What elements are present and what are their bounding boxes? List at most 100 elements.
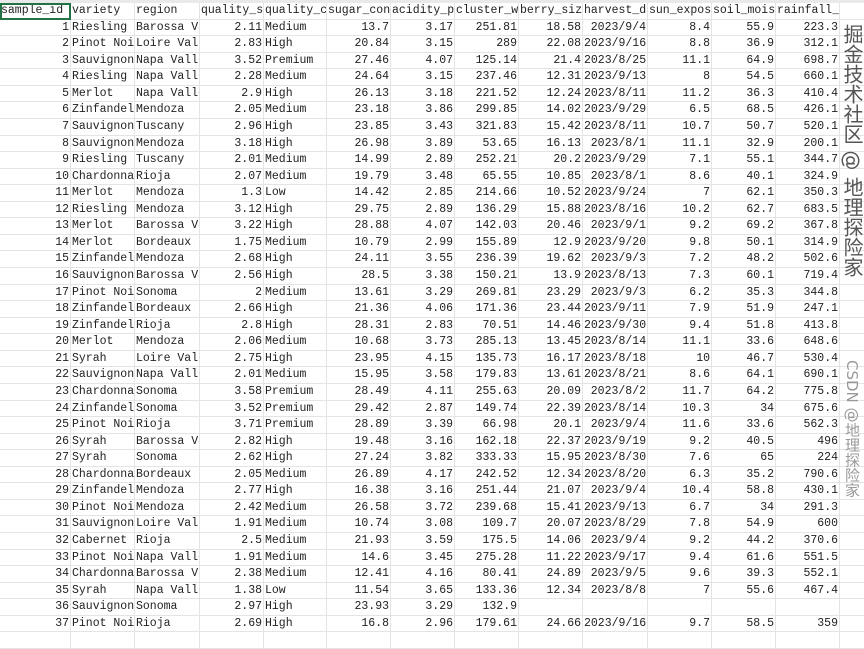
- cell-quality-score[interactable]: 3.52: [200, 400, 264, 418]
- cell-quality-score[interactable]: 2.68: [200, 251, 264, 268]
- cell-berry-size[interactable]: 21.4: [519, 52, 583, 70]
- cell-cluster-weight[interactable]: 251.44: [455, 483, 519, 500]
- cell-quality-score[interactable]: 2.66: [200, 301, 264, 318]
- cell-sample-id[interactable]: 20: [0, 334, 71, 351]
- cell-quality-category[interactable]: High: [264, 36, 327, 53]
- cell-cluster-weight[interactable]: 333.33: [455, 450, 519, 467]
- cell-sugar-content[interactable]: 28.5: [327, 268, 391, 285]
- cell-acidity-ph[interactable]: 4.07: [391, 52, 455, 70]
- cell-berry-size[interactable]: 14.02: [519, 102, 583, 119]
- cell-region[interactable]: Mendoza: [135, 135, 200, 153]
- cell-quality-category[interactable]: Medium: [264, 367, 327, 384]
- cell-harvest-date[interactable]: 2023/9/17: [583, 549, 648, 567]
- cell-soil-moisture[interactable]: 34: [712, 499, 776, 517]
- cell-sample-id[interactable]: 25: [0, 417, 71, 434]
- cell-rainfall-mm[interactable]: 775.8: [776, 383, 840, 401]
- cell-berry-size[interactable]: [519, 599, 583, 616]
- cell-harvest-date[interactable]: 2023/9/30: [583, 317, 648, 335]
- cell-sun-exposure[interactable]: 9.4: [648, 317, 712, 335]
- cell-sample-id[interactable]: 21: [0, 350, 71, 368]
- cell-rainfall-mm[interactable]: 359: [776, 615, 840, 633]
- empty-cell[interactable]: [519, 632, 583, 649]
- cell-sugar-content[interactable]: 24.11: [327, 251, 391, 268]
- cell-sun-exposure[interactable]: 6.2: [648, 284, 712, 302]
- cell-variety[interactable]: Cabernet Sauvignon: [71, 533, 135, 550]
- cell-sample-id[interactable]: 7: [0, 118, 71, 136]
- empty-cell[interactable]: [840, 119, 864, 136]
- cell-cluster-weight[interactable]: 80.41: [455, 566, 519, 583]
- cell-region[interactable]: Napa Valley: [135, 367, 200, 384]
- empty-cell[interactable]: [840, 467, 864, 484]
- cell-sun-exposure[interactable]: 9.8: [648, 234, 712, 252]
- cell-rainfall-mm[interactable]: 467.4: [776, 582, 840, 600]
- cell-quality-score[interactable]: 1.91: [200, 549, 264, 567]
- empty-cell[interactable]: [840, 152, 864, 169]
- cell-region[interactable]: Mendoza: [135, 483, 200, 500]
- header-cell-sun-exposure[interactable]: sun_exposure: [648, 3, 712, 20]
- cell-acidity-ph[interactable]: 3.15: [391, 36, 455, 53]
- cell-acidity-ph[interactable]: 2.89: [391, 152, 455, 169]
- cell-acidity-ph[interactable]: 3.55: [391, 251, 455, 268]
- cell-acidity-ph[interactable]: 3.16: [391, 433, 455, 451]
- cell-berry-size[interactable]: 20.1: [519, 417, 583, 434]
- cell-acidity-ph[interactable]: 4.17: [391, 466, 455, 484]
- cell-sugar-content[interactable]: 29.75: [327, 201, 391, 219]
- cell-harvest-date[interactable]: 2023/8/1: [583, 135, 648, 153]
- cell-acidity-ph[interactable]: 3.82: [391, 450, 455, 467]
- cell-sugar-content[interactable]: 11.54: [327, 582, 391, 600]
- cell-berry-size[interactable]: 20.09: [519, 383, 583, 401]
- cell-quality-category[interactable]: Medium: [264, 168, 327, 186]
- header-cell-acidity-ph[interactable]: acidity_ph: [391, 3, 455, 20]
- cell-quality-category[interactable]: Medium: [264, 334, 327, 351]
- cell-harvest-date[interactable]: 2023/9/4: [583, 417, 648, 434]
- cell-harvest-date[interactable]: 2023/9/4: [583, 533, 648, 550]
- cell-harvest-date[interactable]: 2023/8/25: [583, 52, 648, 70]
- cell-sugar-content[interactable]: 26.89: [327, 466, 391, 484]
- cell-cluster-weight[interactable]: 269.81: [455, 284, 519, 302]
- cell-sample-id[interactable]: 31: [0, 516, 71, 533]
- cell-variety[interactable]: Syrah: [71, 582, 135, 600]
- cell-cluster-weight[interactable]: 285.13: [455, 334, 519, 351]
- empty-cell[interactable]: [840, 351, 864, 368]
- cell-berry-size[interactable]: 10.85: [519, 168, 583, 186]
- header-cell-berry-size[interactable]: berry_size: [519, 3, 583, 20]
- cell-sugar-content[interactable]: 16.8: [327, 615, 391, 633]
- cell-quality-score[interactable]: 3.12: [200, 201, 264, 219]
- cell-rainfall-mm[interactable]: 648.6: [776, 334, 840, 351]
- cell-region[interactable]: Sonoma: [135, 284, 200, 302]
- cell-sample-id[interactable]: 14: [0, 234, 71, 252]
- cell-rainfall-mm[interactable]: [776, 599, 840, 616]
- cell-sample-id[interactable]: 13: [0, 218, 71, 235]
- cell-soil-moisture[interactable]: 54.5: [712, 69, 776, 86]
- cell-sugar-content[interactable]: 23.93: [327, 599, 391, 616]
- cell-cluster-weight[interactable]: 242.52: [455, 466, 519, 484]
- cell-berry-size[interactable]: 13.45: [519, 334, 583, 351]
- cell-acidity-ph[interactable]: 3.38: [391, 268, 455, 285]
- cell-sample-id[interactable]: 34: [0, 566, 71, 583]
- cell-sun-exposure[interactable]: 7.2: [648, 251, 712, 268]
- cell-cluster-weight[interactable]: 252.21: [455, 152, 519, 169]
- cell-sun-exposure[interactable]: 7.1: [648, 152, 712, 169]
- cell-sample-id[interactable]: 35: [0, 582, 71, 600]
- header-cell-quality-score[interactable]: quality_score: [200, 3, 264, 20]
- cell-cluster-weight[interactable]: 221.52: [455, 85, 519, 103]
- cell-soil-moisture[interactable]: 36.9: [712, 36, 776, 53]
- cell-sample-id[interactable]: 26: [0, 433, 71, 451]
- cell-quality-score[interactable]: 2.82: [200, 433, 264, 451]
- cell-rainfall-mm[interactable]: 370.6: [776, 533, 840, 550]
- cell-acidity-ph[interactable]: 3.73: [391, 334, 455, 351]
- cell-quality-category[interactable]: High: [264, 268, 327, 285]
- cell-quality-score[interactable]: 2.01: [200, 367, 264, 384]
- cell-acidity-ph[interactable]: 3.65: [391, 582, 455, 600]
- cell-rainfall-mm[interactable]: 719.4: [776, 268, 840, 285]
- empty-cell[interactable]: [840, 102, 864, 119]
- cell-quality-score[interactable]: 2.97: [200, 599, 264, 616]
- cell-berry-size[interactable]: 14.06: [519, 533, 583, 550]
- cell-quality-score[interactable]: 1.75: [200, 234, 264, 252]
- cell-cluster-weight[interactable]: 65.55: [455, 168, 519, 186]
- cell-harvest-date[interactable]: 2023/8/16: [583, 201, 648, 219]
- cell-rainfall-mm[interactable]: 344.7: [776, 152, 840, 169]
- cell-quality-score[interactable]: 2.05: [200, 102, 264, 119]
- cell-cluster-weight[interactable]: 275.28: [455, 549, 519, 567]
- cell-sun-exposure[interactable]: 6.5: [648, 102, 712, 119]
